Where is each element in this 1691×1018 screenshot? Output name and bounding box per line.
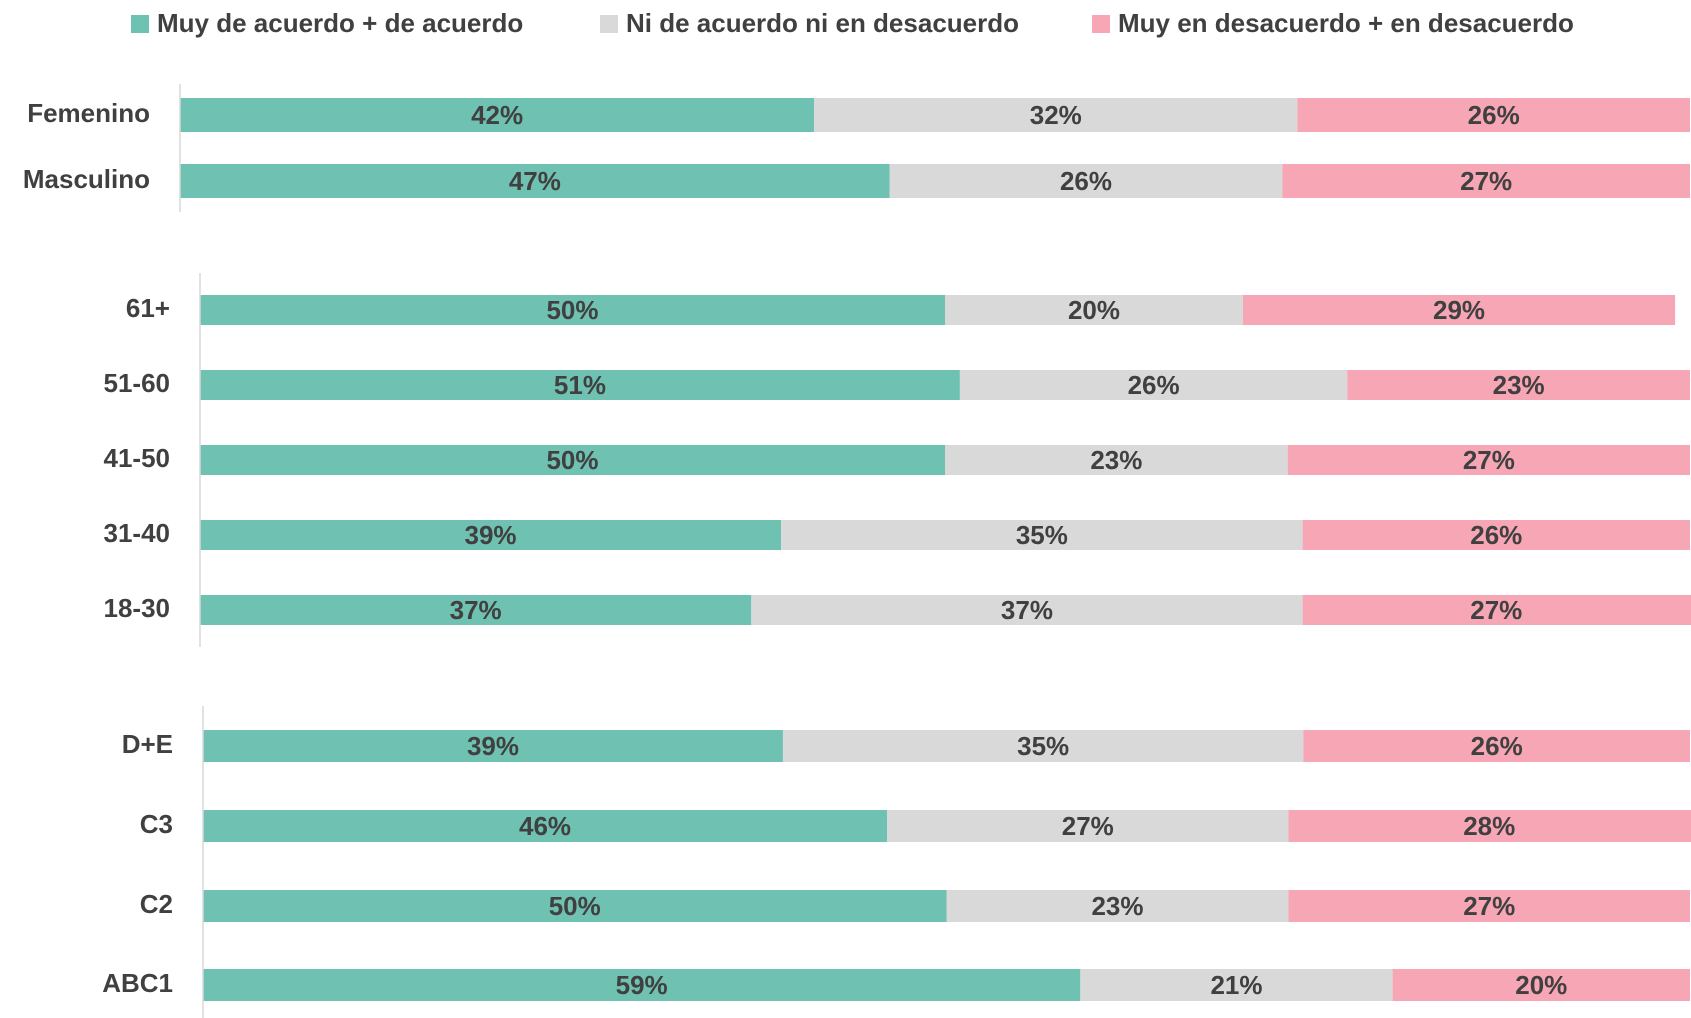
bar-segment bbox=[887, 810, 1289, 842]
value-label: 21% bbox=[1210, 970, 1262, 1000]
value-label: 42% bbox=[471, 100, 523, 130]
bar-segment bbox=[1303, 730, 1690, 762]
value-label: 27% bbox=[1463, 445, 1515, 475]
value-label: 50% bbox=[549, 891, 601, 921]
bar-segment bbox=[1302, 520, 1690, 550]
bar-segment bbox=[946, 890, 1289, 922]
legend-label: Muy en desacuerdo + en desacuerdo bbox=[1118, 8, 1574, 38]
value-label: 59% bbox=[616, 970, 668, 1000]
bar-segment bbox=[203, 890, 947, 922]
bar-segment bbox=[180, 164, 890, 198]
value-label: 27% bbox=[1460, 166, 1512, 196]
bar-segment bbox=[782, 730, 1304, 762]
bar-segment bbox=[200, 595, 752, 625]
bar-segment bbox=[1282, 164, 1690, 198]
legend-swatch bbox=[131, 15, 149, 33]
bar-segment bbox=[1302, 595, 1691, 625]
bar-segment bbox=[1287, 445, 1690, 475]
bar-segment bbox=[1297, 98, 1690, 132]
value-label: 26% bbox=[1468, 100, 1520, 130]
category-label: Masculino bbox=[23, 164, 150, 194]
legend-swatch bbox=[1092, 15, 1110, 33]
bar-segment bbox=[1243, 295, 1676, 325]
value-label: 47% bbox=[509, 166, 561, 196]
value-label: 27% bbox=[1470, 595, 1522, 625]
value-label: 26% bbox=[1471, 731, 1523, 761]
bar-segment bbox=[751, 595, 1303, 625]
bar-segment bbox=[200, 370, 960, 400]
category-label: 61+ bbox=[126, 293, 170, 323]
category-label: ABC1 bbox=[102, 968, 173, 998]
value-label: 20% bbox=[1068, 295, 1120, 325]
value-label: 28% bbox=[1463, 811, 1515, 841]
value-label: 23% bbox=[1090, 445, 1142, 475]
bar-segment bbox=[203, 810, 888, 842]
value-label: 39% bbox=[467, 731, 519, 761]
legend-label: Muy de acuerdo + de acuerdo bbox=[157, 8, 523, 38]
value-label: 37% bbox=[450, 595, 502, 625]
value-label: 26% bbox=[1128, 370, 1180, 400]
bar-segment bbox=[1392, 969, 1690, 1001]
bar-segment bbox=[814, 98, 1298, 132]
category-label: 41-50 bbox=[104, 443, 171, 473]
bar-segment bbox=[945, 445, 1288, 475]
category-label: 31-40 bbox=[104, 518, 171, 548]
value-label: 20% bbox=[1515, 970, 1567, 1000]
bar-segment bbox=[1080, 969, 1393, 1001]
value-label: 32% bbox=[1030, 100, 1082, 130]
bar-segment bbox=[889, 164, 1283, 198]
value-label: 39% bbox=[465, 520, 517, 550]
bar-segment bbox=[959, 370, 1348, 400]
bar-segment bbox=[1288, 810, 1691, 842]
legend-label: Ni de acuerdo ni en desacuerdo bbox=[626, 8, 1019, 38]
category-label: C3 bbox=[140, 809, 173, 839]
category-label: D+E bbox=[122, 729, 173, 759]
category-label: 18-30 bbox=[104, 593, 171, 623]
value-label: 26% bbox=[1060, 166, 1112, 196]
value-label: 50% bbox=[546, 295, 598, 325]
value-label: 46% bbox=[519, 811, 571, 841]
value-label: 35% bbox=[1016, 520, 1068, 550]
value-label: 35% bbox=[1017, 731, 1069, 761]
legend-swatch bbox=[600, 15, 618, 33]
bar-segment bbox=[200, 445, 945, 475]
bar-segment bbox=[1347, 370, 1690, 400]
value-label: 23% bbox=[1493, 370, 1545, 400]
value-label: 23% bbox=[1091, 891, 1143, 921]
bar-segment bbox=[200, 295, 945, 325]
value-label: 51% bbox=[554, 370, 606, 400]
value-label: 37% bbox=[1001, 595, 1053, 625]
value-label: 29% bbox=[1433, 295, 1485, 325]
bar-segment bbox=[200, 520, 782, 550]
bar-segment bbox=[781, 520, 1303, 550]
value-label: 27% bbox=[1463, 891, 1515, 921]
category-label: 51-60 bbox=[104, 368, 171, 398]
value-label: 50% bbox=[546, 445, 598, 475]
value-label: 26% bbox=[1470, 520, 1522, 550]
value-label: 27% bbox=[1062, 811, 1114, 841]
bar-segment bbox=[203, 730, 783, 762]
bar-segment bbox=[945, 295, 1243, 325]
category-label: Femenino bbox=[27, 98, 150, 128]
bar-segment bbox=[180, 98, 815, 132]
bar-segment bbox=[1288, 890, 1690, 922]
category-label: C2 bbox=[140, 889, 173, 919]
bar-segment bbox=[203, 969, 1081, 1001]
